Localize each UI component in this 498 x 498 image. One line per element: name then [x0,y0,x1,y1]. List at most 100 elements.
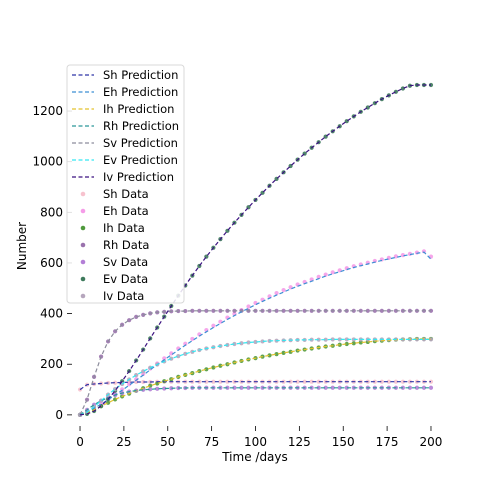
x-tick-label: 75 [204,435,219,449]
data-point [281,350,286,355]
data-point [379,379,384,384]
data-point [386,379,391,384]
data-point [141,379,146,385]
y-tick-label: 400 [40,307,63,321]
legend-label: Sh Prediction [103,68,178,82]
data-point [386,308,391,313]
data-point [323,337,328,342]
data-point [323,385,328,390]
data-point [239,385,244,390]
data-point [407,385,413,390]
data-point [316,274,321,279]
data-point [246,304,251,309]
prediction-line-rh-prediction [79,387,431,416]
legend-label: Eh Data [103,204,149,218]
data-point [218,379,223,384]
data-point [211,379,216,384]
data-point [155,381,160,386]
data-point [183,351,188,356]
data-point [183,308,188,314]
data-point [197,308,202,313]
data-point [127,382,132,387]
data-point [344,385,349,390]
x-tick-label: 25 [116,435,131,449]
data-point [281,308,286,313]
legend-label: Ih Data [103,221,145,235]
y-tick-label: 800 [40,205,63,219]
data-point [351,341,356,346]
data-point [183,341,188,346]
legend-marker-swatch [80,225,86,231]
y-tick-label: 200 [40,357,63,371]
data-point [148,387,153,392]
data-point [134,377,139,382]
data-point [428,337,434,342]
data-point [316,379,321,384]
data-point [393,254,398,259]
data-point [246,385,251,390]
data-point [204,308,209,313]
data-point [323,272,328,277]
legend-label: Sh Data [103,187,149,201]
legend-label: Sv Data [103,255,148,269]
data-point [274,352,279,357]
legend-label: Rh Prediction [103,119,179,133]
data-point [274,308,279,313]
legend-label: Ev Prediction [103,153,178,167]
data-point [211,365,216,370]
x-tick-label: 150 [332,435,355,449]
y-axis-title: Number [15,222,29,270]
data-point [274,290,279,296]
data-point [218,363,223,368]
y-tick-label: 600 [40,256,63,270]
data-point [358,340,363,345]
legend-label: Sv Prediction [103,136,178,150]
data-point [253,385,258,390]
data-point [239,341,244,346]
data-point [232,385,237,390]
data-point [414,385,420,390]
data-point [169,386,174,391]
data-point [204,367,209,372]
data-point [260,339,265,344]
legend: Sh Prediction Eh Prediction Ih Prediction R… [66,64,185,304]
plot-area [77,82,434,417]
prediction-line-sv-prediction [79,310,431,416]
data-point [379,308,384,313]
data-point [428,385,434,390]
x-tick-label: 175 [376,435,399,449]
legend-label: Rh Data [103,238,149,252]
legend-marker-swatch [80,191,86,197]
data-point [288,308,293,313]
data-point [393,89,398,94]
data-point [344,341,349,347]
prediction-line-iv-prediction [79,84,431,416]
x-tick-label: 100 [244,435,267,449]
data-point [295,308,300,313]
legend-label: Iv Prediction [103,170,174,184]
data-point [225,379,230,384]
data-point [365,308,370,313]
data-point [400,379,406,384]
data-point [358,308,363,313]
axes: 0 25 50 75 100 125 150 175 200 0 200 400 600 800 1000 1… [32,104,442,449]
data-point [190,308,195,313]
data-point [211,308,216,313]
prediction-line-ih-prediction [79,338,432,416]
data-point [330,270,335,275]
x-tick-label: 50 [160,435,175,449]
data-point [232,341,237,347]
data-point [211,323,216,328]
data-point [190,336,195,342]
data-point [316,385,321,390]
data-point [113,380,118,385]
legend-marker-swatch [80,208,86,214]
legend-marker-swatch [80,242,86,248]
data-point [337,385,342,390]
data-point [162,356,167,361]
x-tick-label: 125 [288,435,311,449]
data-point [267,353,272,358]
data-point [344,337,349,342]
data-point [344,266,349,271]
